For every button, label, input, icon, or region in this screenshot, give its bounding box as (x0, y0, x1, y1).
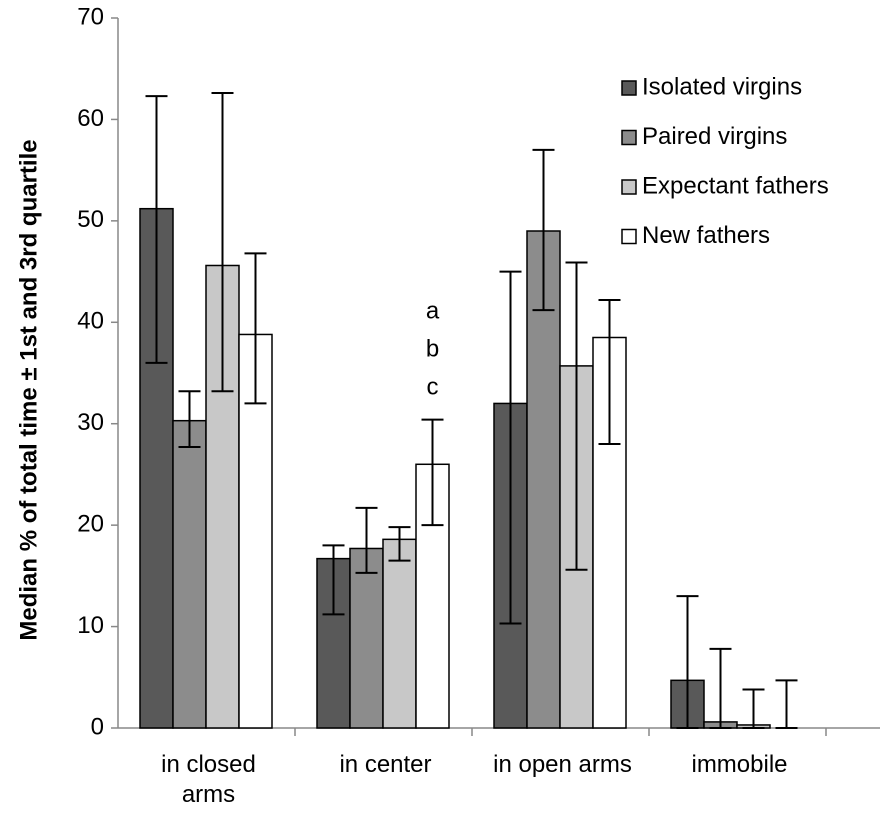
y-tick-label: 50 (77, 206, 104, 233)
y-axis-label: Median % of total time ± 1st and 3rd qua… (15, 139, 42, 640)
y-tick-label: 0 (91, 713, 104, 740)
legend-label: Expectant fathers (642, 172, 829, 199)
legend-label: Paired virgins (642, 123, 787, 150)
bar (526, 230, 561, 729)
x-tick-label: immobile (691, 751, 788, 778)
y-tick-label: 30 (77, 409, 104, 436)
bar (172, 419, 207, 729)
annotation: a (426, 297, 440, 324)
y-tick-label: 10 (77, 612, 104, 639)
y-tick-label: 70 (77, 3, 104, 30)
x-tick-label: in closed arms (161, 751, 256, 808)
y-tick-label: 40 (77, 308, 104, 335)
x-tick-label: in center (339, 751, 432, 778)
bar (205, 264, 240, 729)
legend-swatch (621, 179, 637, 195)
y-tick-label: 20 (77, 510, 104, 537)
bar (382, 538, 417, 729)
legend-label: New fathers (642, 222, 770, 249)
bar (349, 547, 384, 729)
legend-swatch (621, 129, 637, 146)
annotation: c (427, 373, 439, 400)
annotation: b (426, 335, 439, 362)
y-tick-label: 60 (77, 105, 104, 132)
legend-label: Isolated virgins (642, 73, 802, 100)
x-tick-label: in open arms (493, 751, 632, 778)
legend-swatch (621, 228, 637, 245)
legend-swatch (621, 80, 637, 96)
